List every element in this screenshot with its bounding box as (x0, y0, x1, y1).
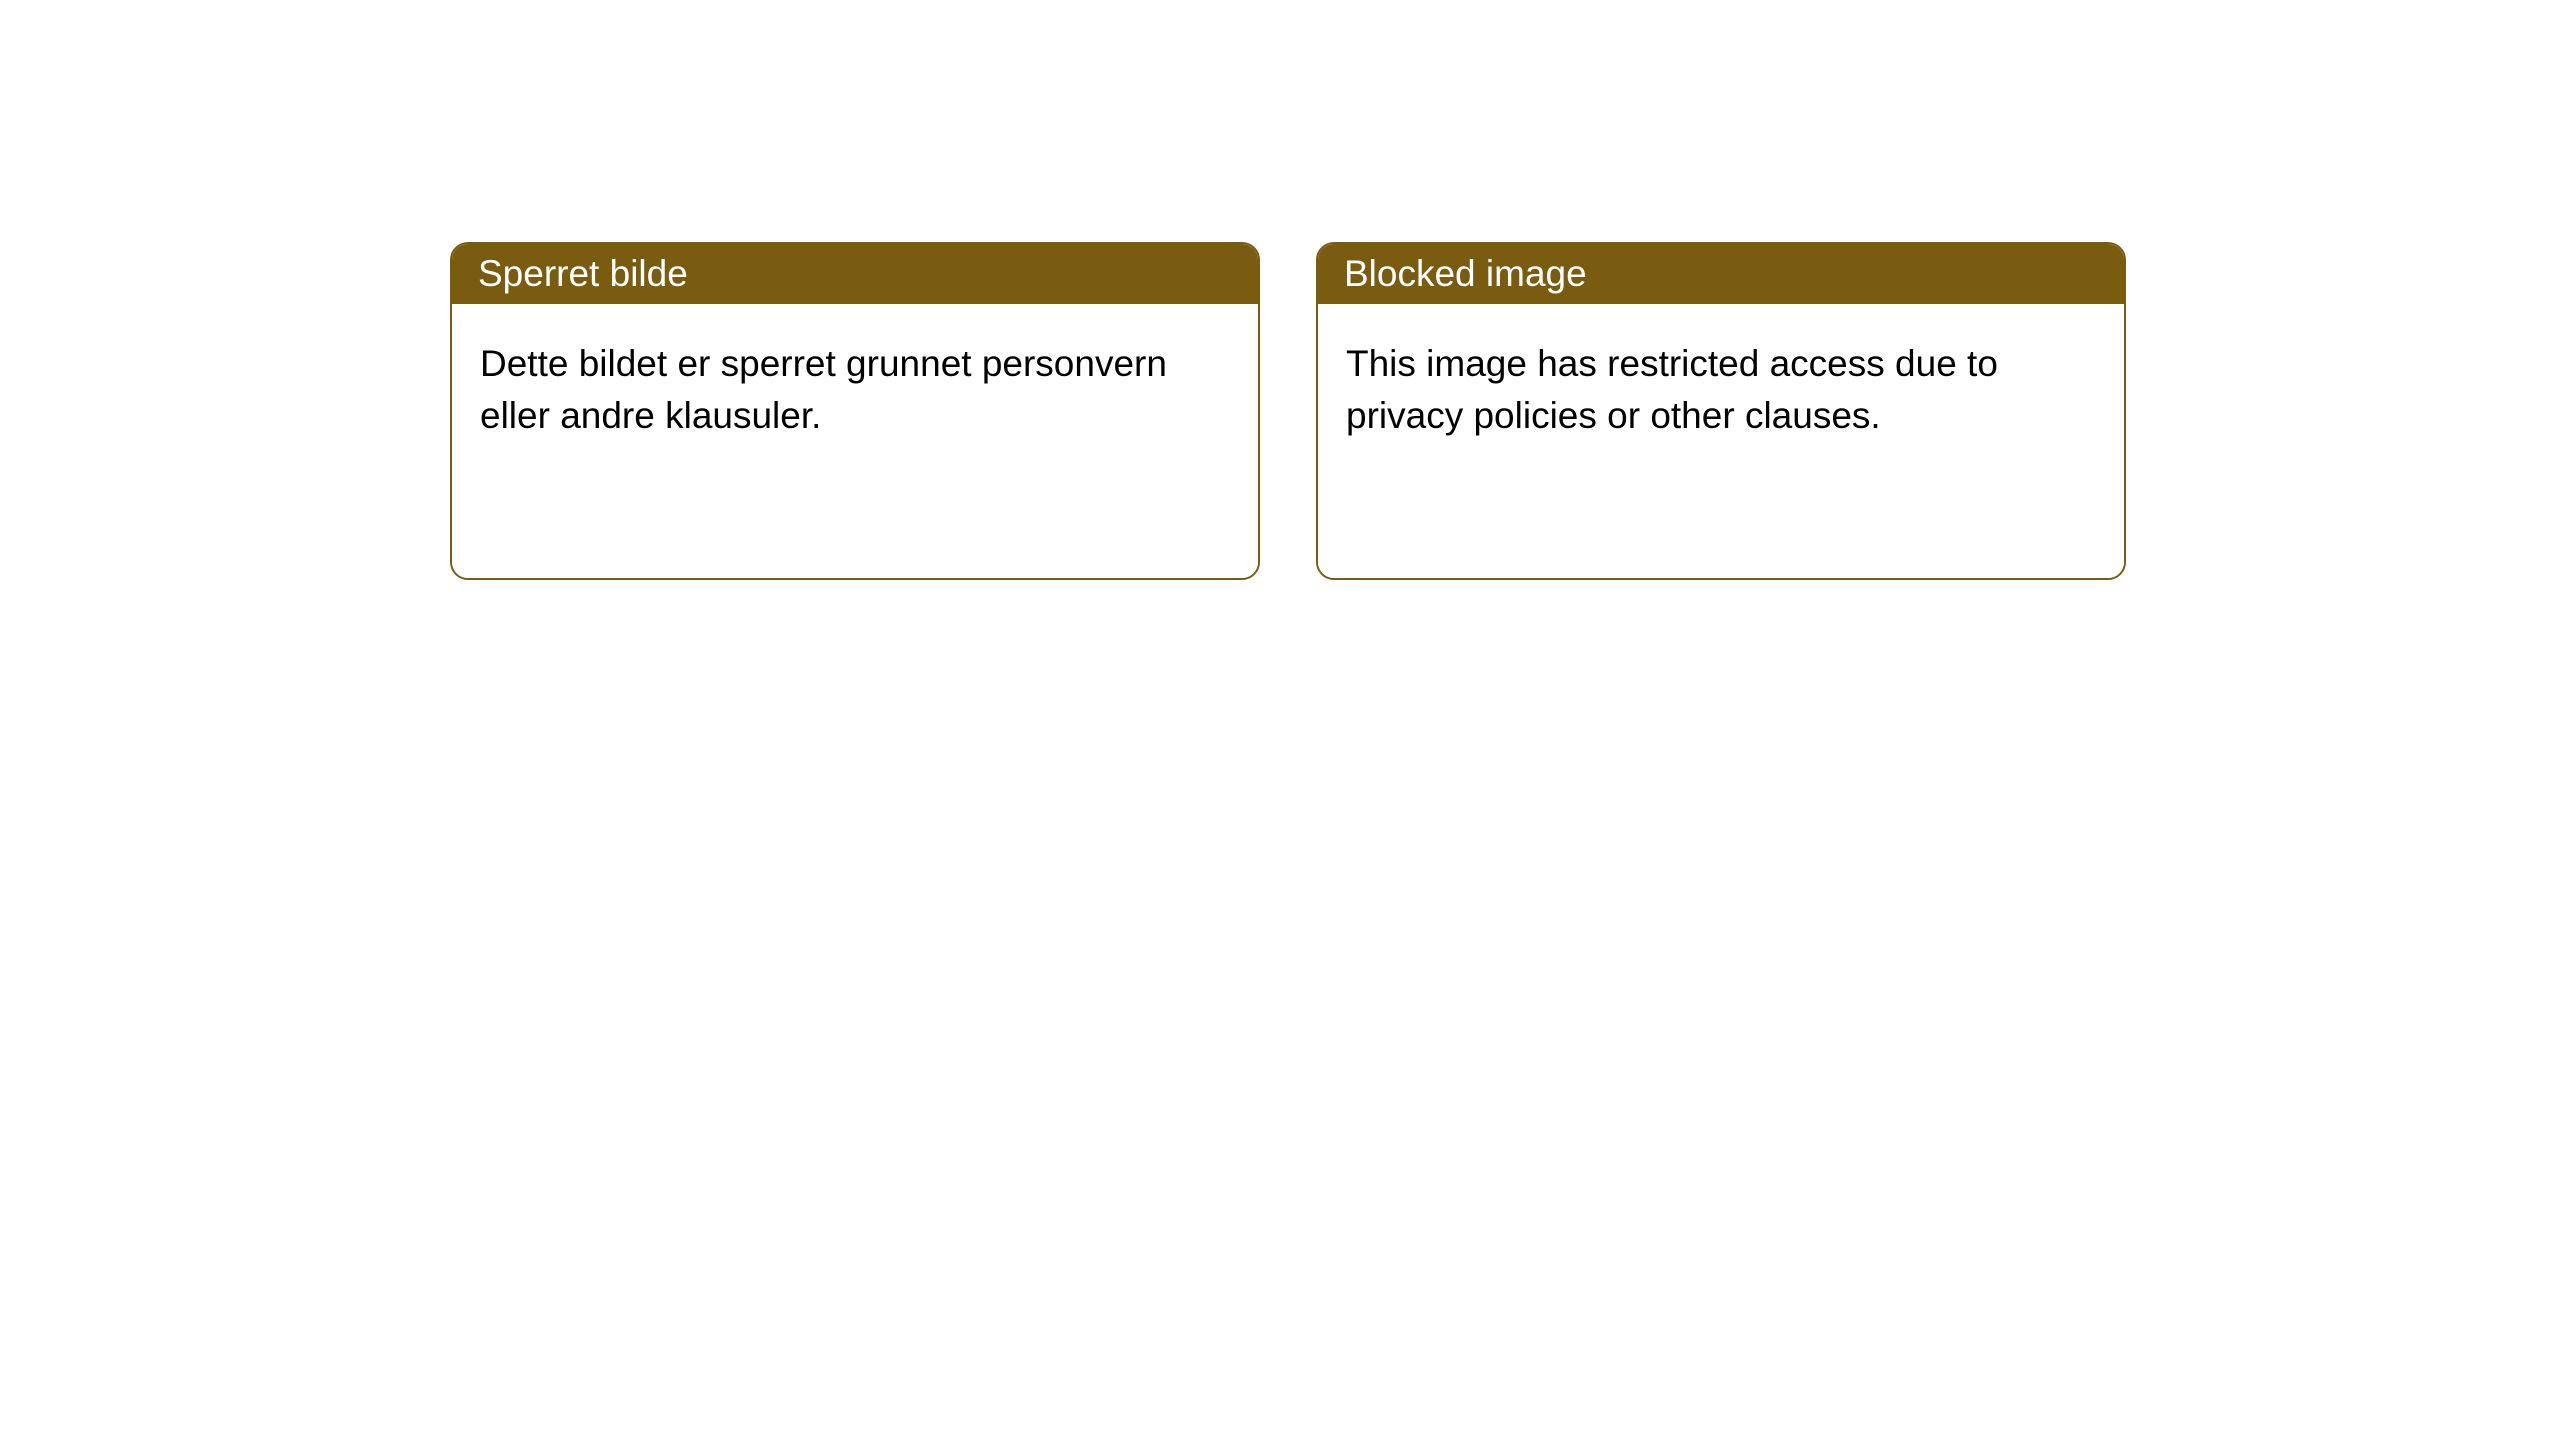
card-title: Blocked image (1344, 253, 1587, 295)
card-title: Sperret bilde (478, 253, 688, 295)
notice-cards-container: Sperret bilde Dette bildet er sperret gr… (450, 242, 2560, 580)
card-header: Sperret bilde (452, 244, 1258, 304)
notice-card: Blocked image This image has restricted … (1316, 242, 2126, 580)
card-body: Dette bildet er sperret grunnet personve… (452, 304, 1258, 578)
card-body: This image has restricted access due to … (1318, 304, 2124, 578)
card-message: This image has restricted access due to … (1346, 343, 1998, 436)
card-header: Blocked image (1318, 244, 2124, 304)
card-message: Dette bildet er sperret grunnet personve… (480, 343, 1167, 436)
notice-card: Sperret bilde Dette bildet er sperret gr… (450, 242, 1260, 580)
